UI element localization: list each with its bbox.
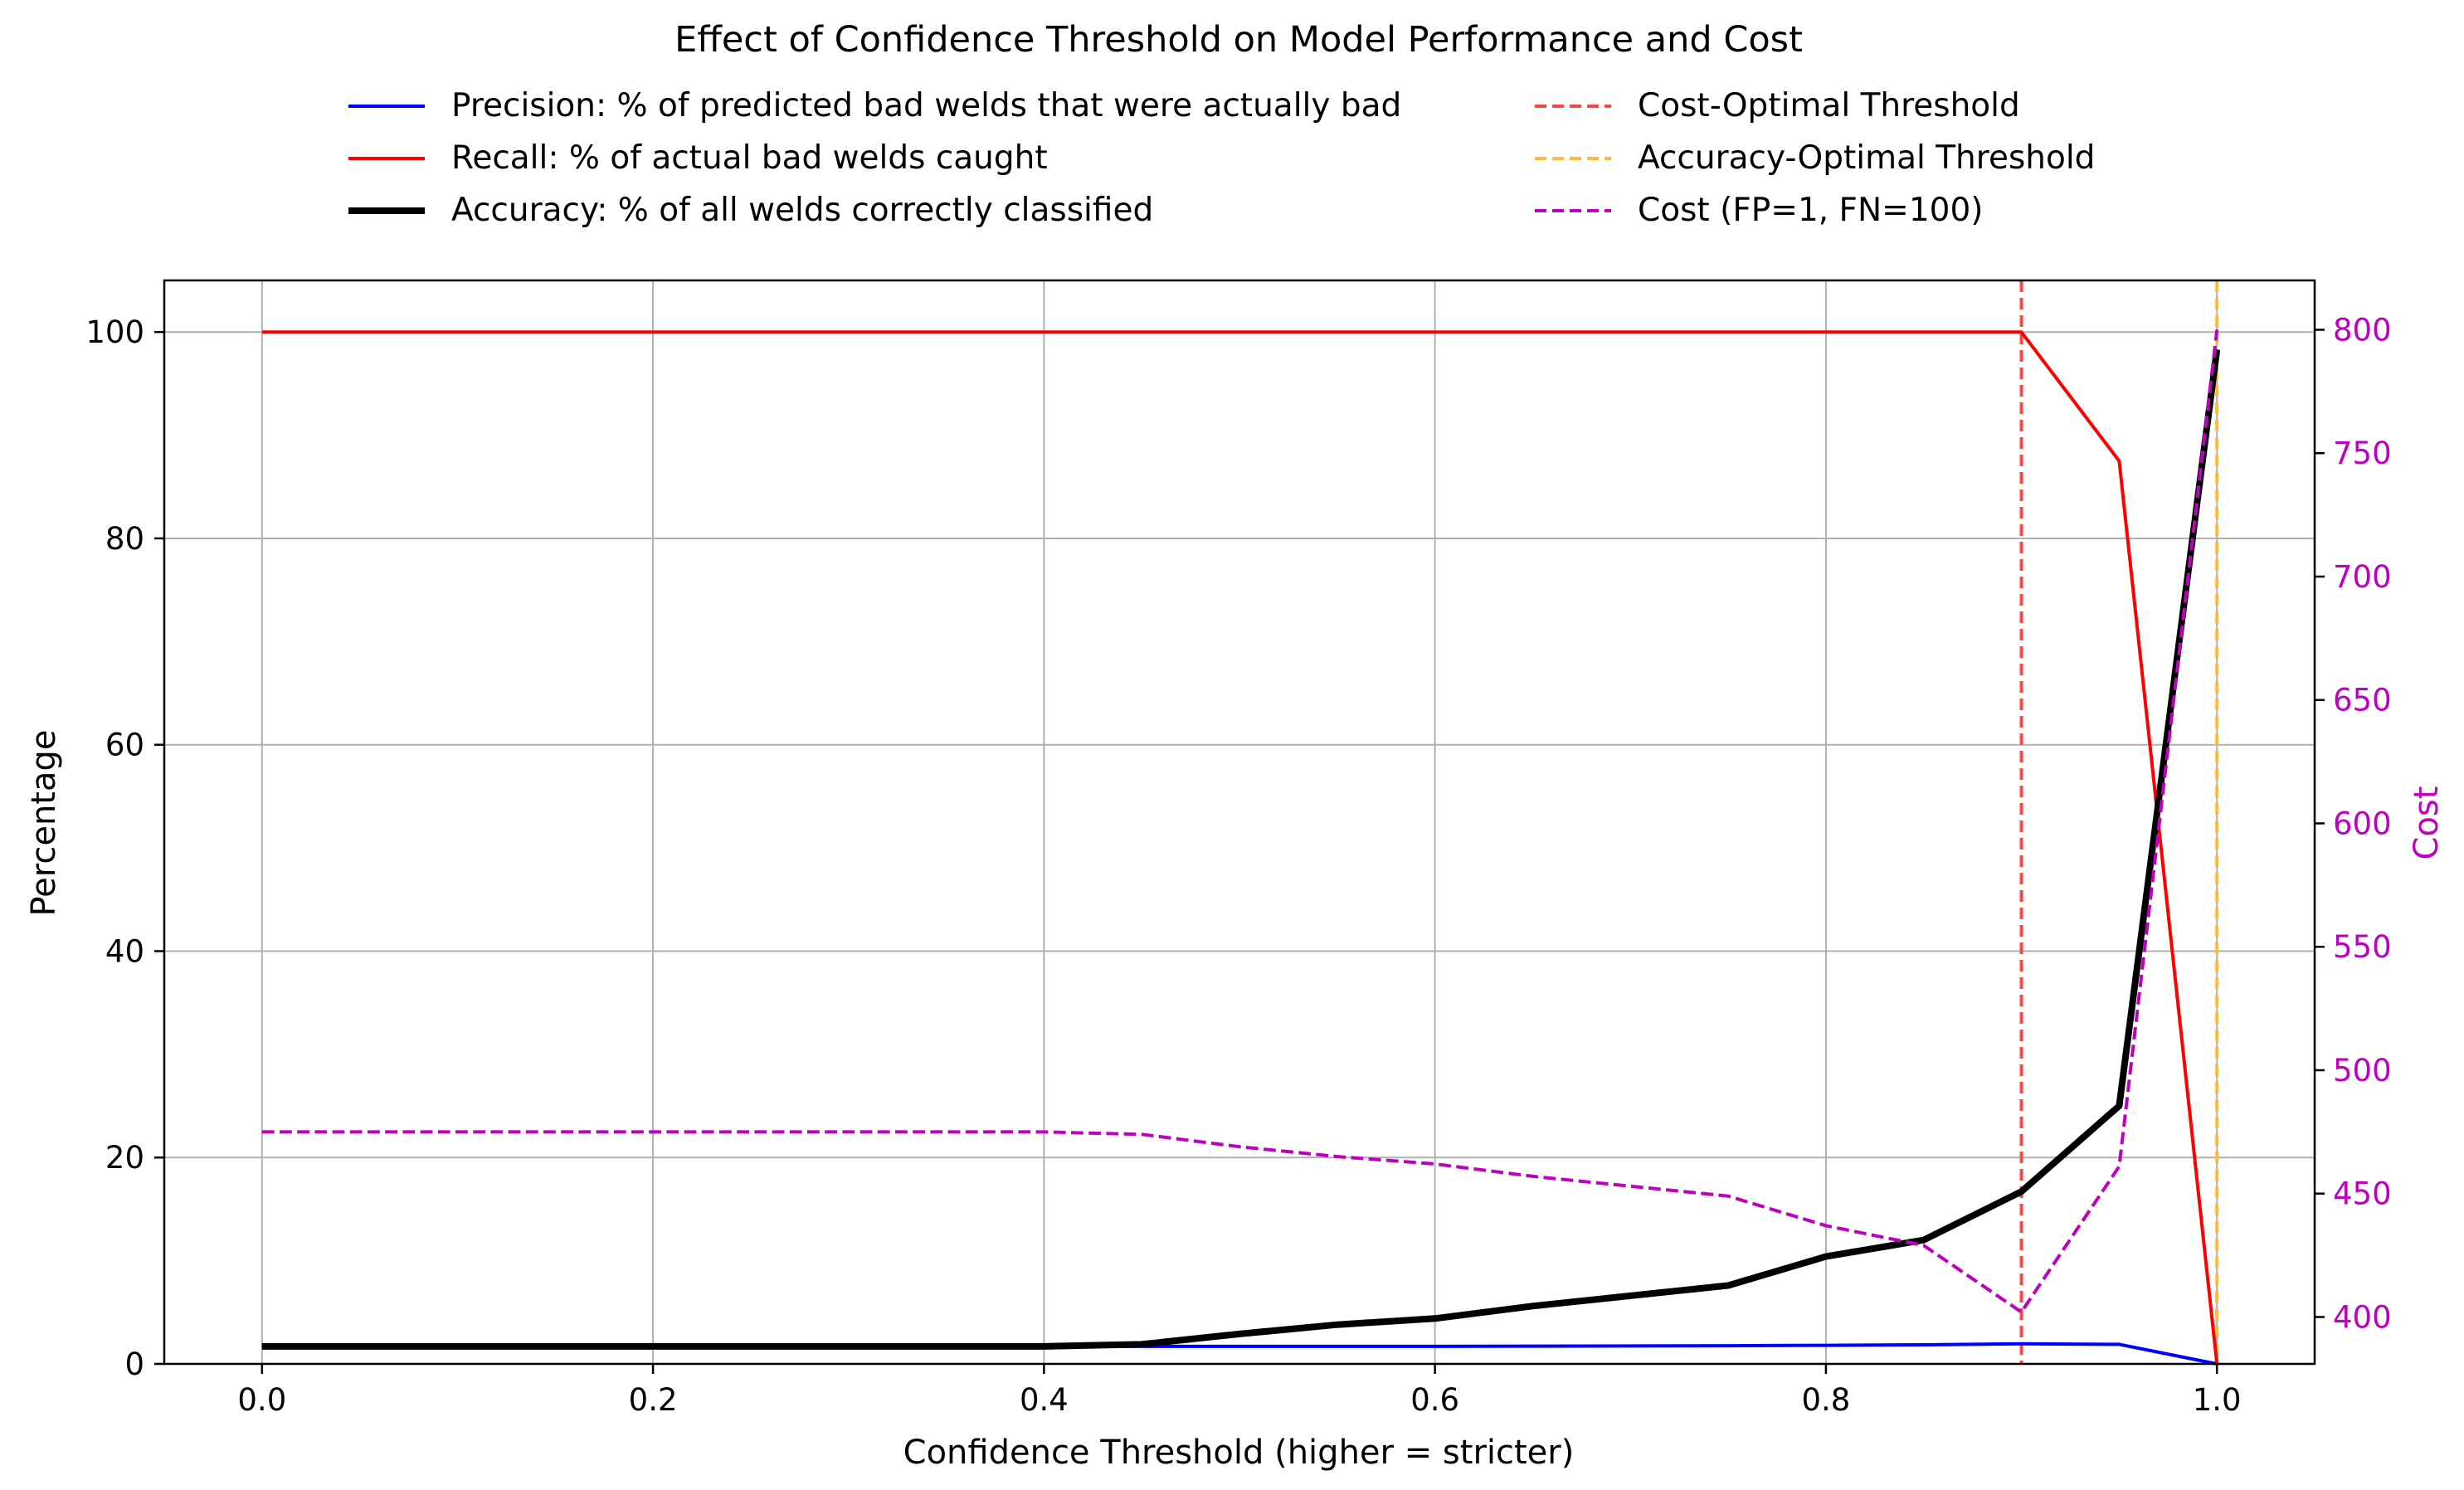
plot-frame [163,279,2316,1366]
y2-tick-label: 700 [2333,559,2392,595]
x-tick-label: 0.2 [629,1382,678,1418]
x-tick-label: 0.8 [1801,1382,1850,1418]
legend-label: Accuracy: % of all welds correctly class… [451,192,1153,229]
series-line-cost [261,329,2219,1314]
y-axis-label: Percentage [25,729,63,916]
y2-axis-label: Cost [2408,786,2446,860]
legend-item-cost-fp: Cost (FP=1, FN=100) [1535,192,1984,229]
y-tick-label: 20 [105,1140,144,1176]
y-tick-label: 100 [85,314,144,350]
x-axis-ticks: 0.0 0.2 0.4 0.6 0.8 1.0 [237,1364,2242,1418]
legend-item-precision-of: Precision: % of predicted bad welds that… [348,87,1401,124]
legend-item-accuracy-optimal: Accuracy-Optimal Threshold [1535,139,2095,177]
y2-tick-label: 400 [2333,1299,2392,1335]
chart-title: Effect of Confidence Threshold on Model … [674,19,1803,61]
y-axis-ticks: 0 20 40 60 80 100 [85,314,164,1382]
y2-tick-label: 550 [2333,929,2392,965]
x-tick-label: 0.4 [1020,1382,1069,1418]
y2-tick-label: 450 [2333,1176,2392,1212]
legend-item-accuracy-of: Accuracy: % of all welds correctly class… [348,192,1153,229]
y-tick-label: 80 [105,521,144,557]
legend-label: Cost (FP=1, FN=100) [1638,192,1984,229]
legend-item-cost-optimal: Cost-Optimal Threshold [1535,87,2020,124]
legend-label: Accuracy-Optimal Threshold [1638,139,2095,177]
series-line-recall [261,330,2219,1365]
x-tick-label: 0.0 [237,1382,286,1418]
x-tick-label: 0.6 [1410,1382,1459,1418]
legend-label: Cost-Optimal Threshold [1638,87,2020,124]
y2-axis-ticks: 400 450 500 550 600 650 700 750 800 [2315,312,2392,1335]
threshold-lines [2019,280,2219,1364]
legend: Precision: % of predicted bad welds that… [348,87,2095,229]
legend-label: Recall: % of actual bad welds caught [451,139,1048,177]
y-tick-label: 40 [105,933,144,969]
y2-tick-label: 800 [2333,312,2392,348]
x-axis-label: Confidence Threshold (higher = stricter) [903,1434,1575,1472]
x-tick-label: 1.0 [2193,1382,2242,1418]
y-tick-label: 60 [105,728,144,763]
series-line-accuracy [261,348,2221,1350]
y-tick-label: 0 [124,1346,144,1382]
series-lines [261,329,2221,1366]
y2-tick-label: 650 [2333,683,2392,718]
y2-tick-label: 600 [2333,806,2392,841]
y2-tick-label: 750 [2333,436,2392,471]
y2-tick-label: 500 [2333,1053,2392,1088]
legend-label: Precision: % of predicted bad welds that… [451,87,1401,124]
legend-item-recall-of: Recall: % of actual bad welds caught [348,139,1048,177]
